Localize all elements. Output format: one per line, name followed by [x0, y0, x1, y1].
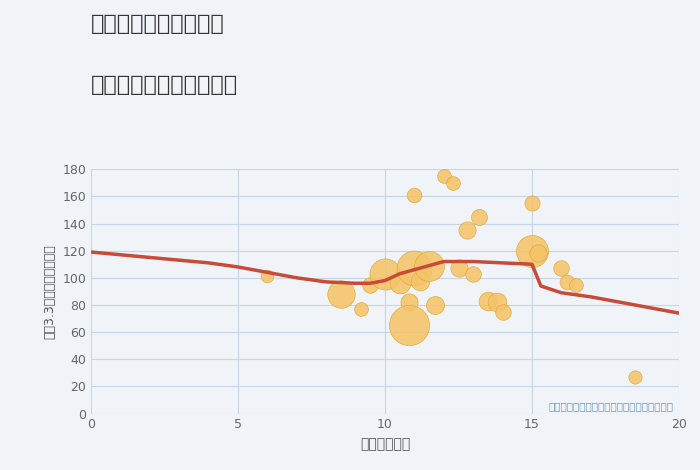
Point: [403, 298, 414, 306]
Point: [526, 199, 538, 207]
Point: [379, 270, 391, 277]
Point: [409, 265, 420, 272]
Point: [447, 179, 458, 187]
Point: [424, 262, 435, 269]
Point: [394, 280, 405, 287]
Point: [453, 265, 464, 272]
Point: [491, 298, 503, 306]
Y-axis label: 坪（3.3㎡）単価（万円）: 坪（3.3㎡）単価（万円）: [43, 244, 57, 339]
Text: 兵庫県宝塚市仁川台の: 兵庫県宝塚市仁川台の: [91, 14, 225, 34]
Point: [570, 281, 582, 289]
Point: [482, 297, 493, 305]
Point: [262, 273, 273, 280]
X-axis label: 駅距離（分）: 駅距離（分）: [360, 437, 410, 451]
Point: [356, 306, 367, 313]
Point: [462, 227, 473, 234]
Point: [526, 247, 538, 254]
Point: [561, 278, 573, 286]
Point: [409, 191, 420, 199]
Point: [473, 213, 484, 220]
Text: 円の大きさは、取引のあった物件面積を示す: 円の大きさは、取引のあった物件面積を示す: [548, 401, 673, 411]
Point: [468, 270, 479, 277]
Point: [414, 277, 426, 284]
Point: [403, 321, 414, 329]
Point: [497, 308, 508, 315]
Point: [365, 281, 376, 289]
Point: [556, 265, 567, 272]
Point: [335, 290, 346, 298]
Point: [629, 373, 641, 381]
Point: [532, 250, 543, 257]
Point: [429, 301, 440, 309]
Text: 駅距離別中古戸建て価格: 駅距離別中古戸建て価格: [91, 75, 238, 95]
Point: [438, 172, 449, 180]
